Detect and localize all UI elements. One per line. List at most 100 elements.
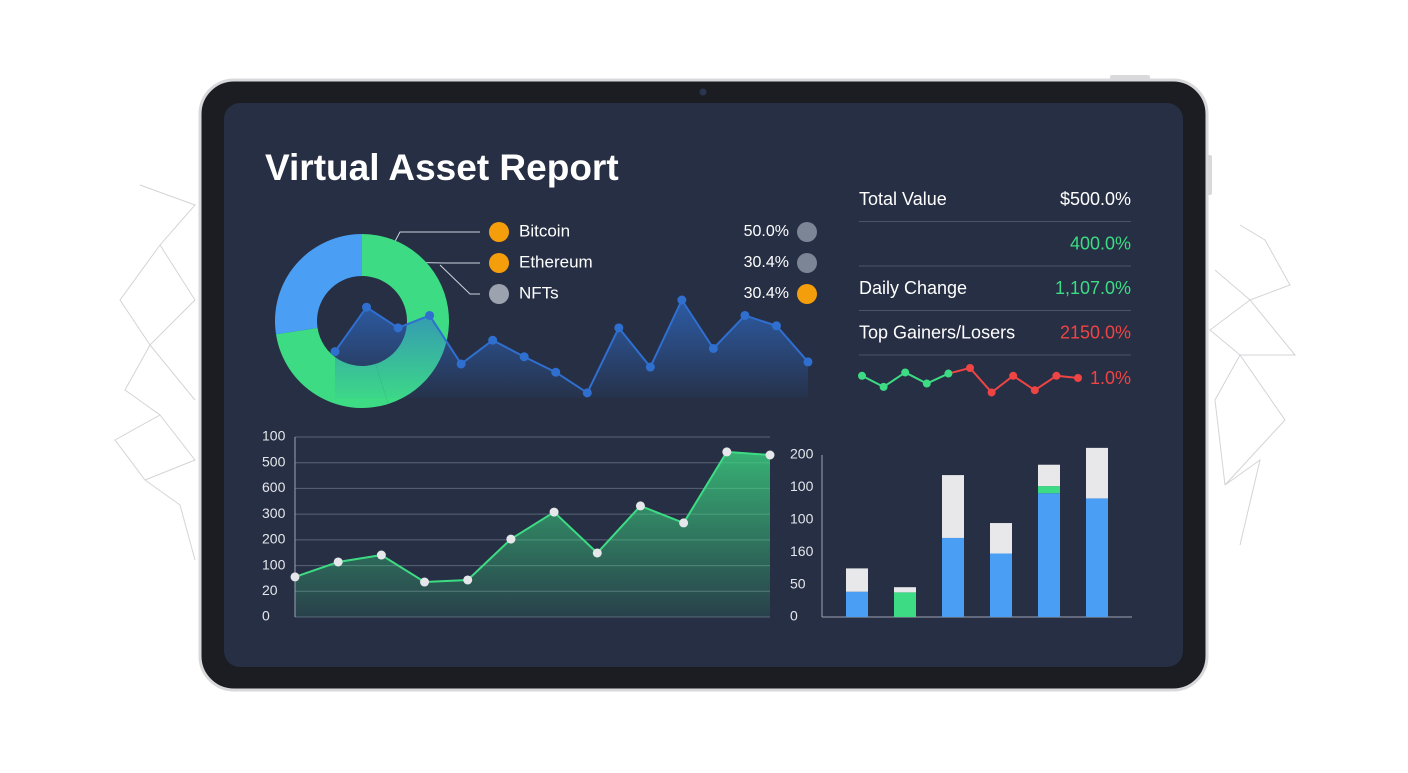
area-fill bbox=[335, 300, 808, 398]
stat-value: 400.0% bbox=[1070, 233, 1131, 253]
sparkline-point bbox=[987, 388, 996, 397]
bar-segment bbox=[846, 568, 868, 592]
stat-label: Total Value bbox=[859, 189, 947, 209]
y-tick-label: 100 bbox=[790, 511, 814, 527]
y-tick-label: 500 bbox=[262, 453, 286, 469]
sparkline-point bbox=[1074, 374, 1082, 382]
asset-icon bbox=[489, 222, 509, 242]
stat-label: Top Gainers/Losers bbox=[859, 322, 1015, 342]
donut-slice bbox=[275, 234, 362, 335]
point bbox=[463, 575, 473, 585]
y-tick-label: 100 bbox=[790, 478, 814, 494]
sparkline-annotation: 1.0% bbox=[1090, 368, 1131, 388]
y-tick-label: 20 bbox=[262, 582, 278, 598]
legend-label: Ethereum bbox=[519, 252, 593, 271]
sparkline-segment bbox=[904, 371, 928, 385]
bar-segment bbox=[942, 475, 964, 538]
y-tick-label: 200 bbox=[790, 446, 814, 462]
point bbox=[803, 357, 813, 367]
bar-segment bbox=[942, 537, 964, 617]
sparkline-segment bbox=[990, 374, 1014, 394]
asset-icon bbox=[797, 222, 817, 242]
point bbox=[582, 388, 592, 398]
sparkline-point bbox=[944, 369, 953, 378]
legend-value: 50.0% bbox=[744, 223, 789, 240]
point bbox=[592, 548, 602, 558]
area-line bbox=[334, 297, 809, 395]
tablet-button bbox=[1207, 155, 1212, 195]
point bbox=[425, 310, 435, 320]
bar-segment bbox=[1086, 447, 1108, 499]
stat-value: $500.0% bbox=[1060, 189, 1131, 209]
point bbox=[376, 550, 386, 560]
area-line bbox=[294, 450, 771, 584]
point bbox=[645, 362, 655, 372]
y-tick-label: 600 bbox=[262, 479, 286, 495]
point bbox=[771, 321, 781, 331]
point bbox=[456, 359, 466, 369]
legend-label: Bitcoin bbox=[519, 221, 570, 240]
sparkline-point bbox=[1030, 386, 1039, 395]
asset-icon bbox=[797, 284, 817, 304]
sparkline-point bbox=[858, 371, 866, 380]
point bbox=[551, 367, 561, 377]
camera bbox=[699, 88, 707, 96]
asset-icon bbox=[797, 253, 817, 273]
point bbox=[614, 323, 624, 333]
point bbox=[506, 534, 516, 544]
sparkline-segment bbox=[1034, 374, 1057, 392]
sparkline-point bbox=[879, 382, 888, 391]
sparkline-point bbox=[922, 379, 931, 388]
stat-value: 2150.0% bbox=[1060, 322, 1131, 342]
stat-value: 1,107.0% bbox=[1055, 278, 1131, 298]
point bbox=[722, 447, 732, 457]
legend-label: NFTs bbox=[519, 283, 559, 302]
point bbox=[679, 518, 689, 528]
bar-segment bbox=[894, 587, 916, 593]
sparkline-segment bbox=[1012, 374, 1036, 392]
report-title: Virtual Asset Report bbox=[265, 147, 619, 188]
point bbox=[330, 347, 340, 357]
y-tick-label: 200 bbox=[262, 531, 286, 547]
tablet-button bbox=[1110, 75, 1150, 80]
point bbox=[677, 295, 687, 305]
point bbox=[420, 577, 430, 587]
sparkline-segment bbox=[861, 374, 885, 388]
point bbox=[362, 302, 372, 312]
legend-value: 30.4% bbox=[744, 254, 789, 271]
bar-segment bbox=[1038, 486, 1060, 494]
legend-value: 30.4% bbox=[744, 285, 789, 302]
sparkline-segment bbox=[969, 367, 993, 394]
point bbox=[708, 343, 718, 353]
y-tick-label: 160 bbox=[790, 543, 814, 559]
bar-segment bbox=[894, 592, 916, 617]
bar-segment bbox=[1038, 493, 1060, 617]
y-tick-label: 50 bbox=[790, 575, 806, 591]
point bbox=[635, 501, 645, 511]
bar-segment bbox=[990, 523, 1012, 554]
point bbox=[290, 572, 300, 582]
stat-label: Daily Change bbox=[859, 278, 967, 298]
point bbox=[393, 323, 403, 333]
point bbox=[740, 310, 750, 320]
sparkline-segment bbox=[883, 371, 906, 388]
sparkline-point bbox=[1009, 371, 1018, 380]
bar-segment bbox=[1038, 464, 1060, 487]
network-decoration bbox=[114, 184, 1297, 561]
bar-segment bbox=[1086, 498, 1108, 617]
sparkline-point bbox=[1052, 371, 1061, 380]
sparkline-point bbox=[966, 364, 974, 372]
point bbox=[488, 335, 498, 345]
asset-icon bbox=[489, 253, 509, 273]
bar-segment bbox=[990, 553, 1012, 617]
y-tick-label: 100 bbox=[262, 556, 286, 572]
point bbox=[765, 450, 775, 460]
y-tick-label: 300 bbox=[262, 505, 286, 521]
point bbox=[549, 507, 559, 517]
bar-segment bbox=[846, 591, 868, 617]
y-tick-label: 100 bbox=[262, 428, 286, 444]
y-tick-label: 0 bbox=[262, 608, 270, 624]
asset-icon bbox=[489, 284, 509, 304]
y-tick-label: 0 bbox=[790, 608, 798, 624]
